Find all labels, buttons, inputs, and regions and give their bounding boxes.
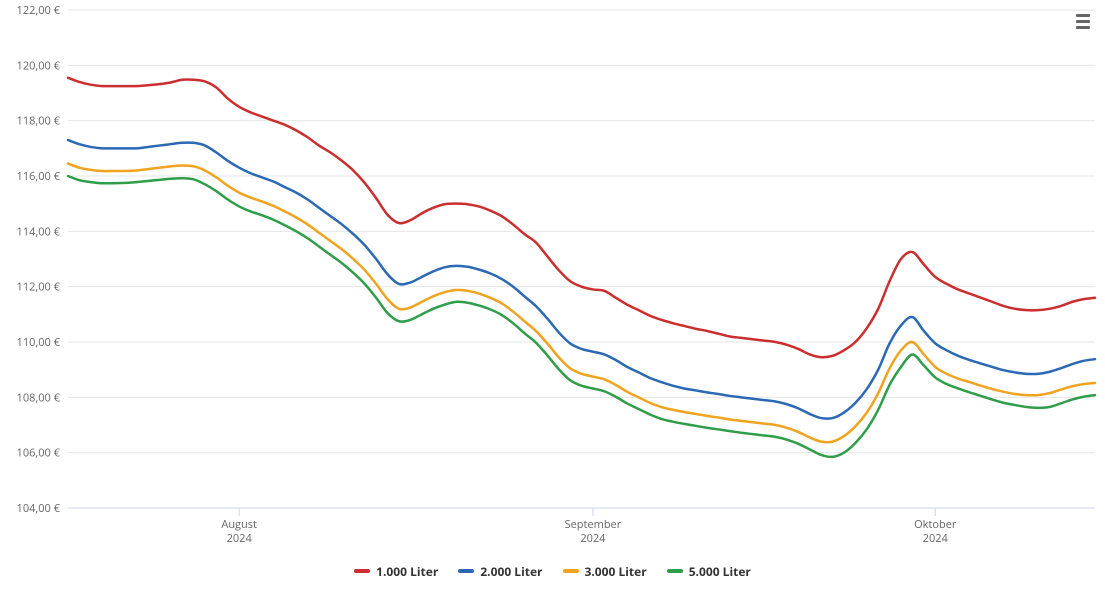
legend-item[interactable]: 5.000 Liter xyxy=(667,563,751,580)
x-axis-tick-year: 2024 xyxy=(580,531,606,546)
y-axis-tick-label: 116,00 € xyxy=(17,169,61,184)
y-axis-tick-label: 118,00 € xyxy=(17,114,61,129)
x-axis-tick-month: August xyxy=(221,517,257,532)
series-line[interactable] xyxy=(68,164,1095,443)
series-line[interactable] xyxy=(68,78,1095,357)
series-line[interactable] xyxy=(68,176,1095,457)
y-axis-tick-label: 106,00 € xyxy=(17,446,61,461)
legend-swatch xyxy=(563,569,579,573)
legend-label: 1.000 Liter xyxy=(376,563,438,580)
legend-item[interactable]: 3.000 Liter xyxy=(563,563,647,580)
legend-label: 3.000 Liter xyxy=(585,563,647,580)
hamburger-icon xyxy=(1076,14,1090,17)
y-axis-tick-label: 112,00 € xyxy=(17,280,61,295)
legend-label: 5.000 Liter xyxy=(689,563,751,580)
legend-swatch xyxy=(354,569,370,573)
x-axis-tick-year: 2024 xyxy=(923,531,949,546)
y-axis-tick-label: 110,00 € xyxy=(17,335,61,350)
x-axis-tick-month: Oktober xyxy=(914,517,957,532)
y-axis-tick-label: 114,00 € xyxy=(17,224,61,239)
y-axis-tick-label: 108,00 € xyxy=(17,390,61,405)
legend-label: 2.000 Liter xyxy=(480,563,542,580)
price-chart: August2024September2024Oktober2024 104,0… xyxy=(0,0,1105,602)
y-axis-tick-label: 120,00 € xyxy=(17,58,61,73)
legend-swatch xyxy=(458,569,474,573)
chart-legend: 1.000 Liter 2.000 Liter 3.000 Liter 5.000 L… xyxy=(0,560,1105,580)
y-axis-tick-label: 104,00 € xyxy=(17,501,61,516)
chart-menu-button[interactable] xyxy=(1071,10,1095,32)
x-axis-tick-year: 2024 xyxy=(227,531,253,546)
x-axis-tick-month: September xyxy=(565,517,622,532)
y-axis-tick-label: 122,00 € xyxy=(17,3,61,18)
legend-item[interactable]: 2.000 Liter xyxy=(458,563,542,580)
legend-swatch xyxy=(667,569,683,573)
chart-svg: August2024September2024Oktober2024 104,0… xyxy=(0,0,1105,560)
legend-item[interactable]: 1.000 Liter xyxy=(354,563,438,580)
